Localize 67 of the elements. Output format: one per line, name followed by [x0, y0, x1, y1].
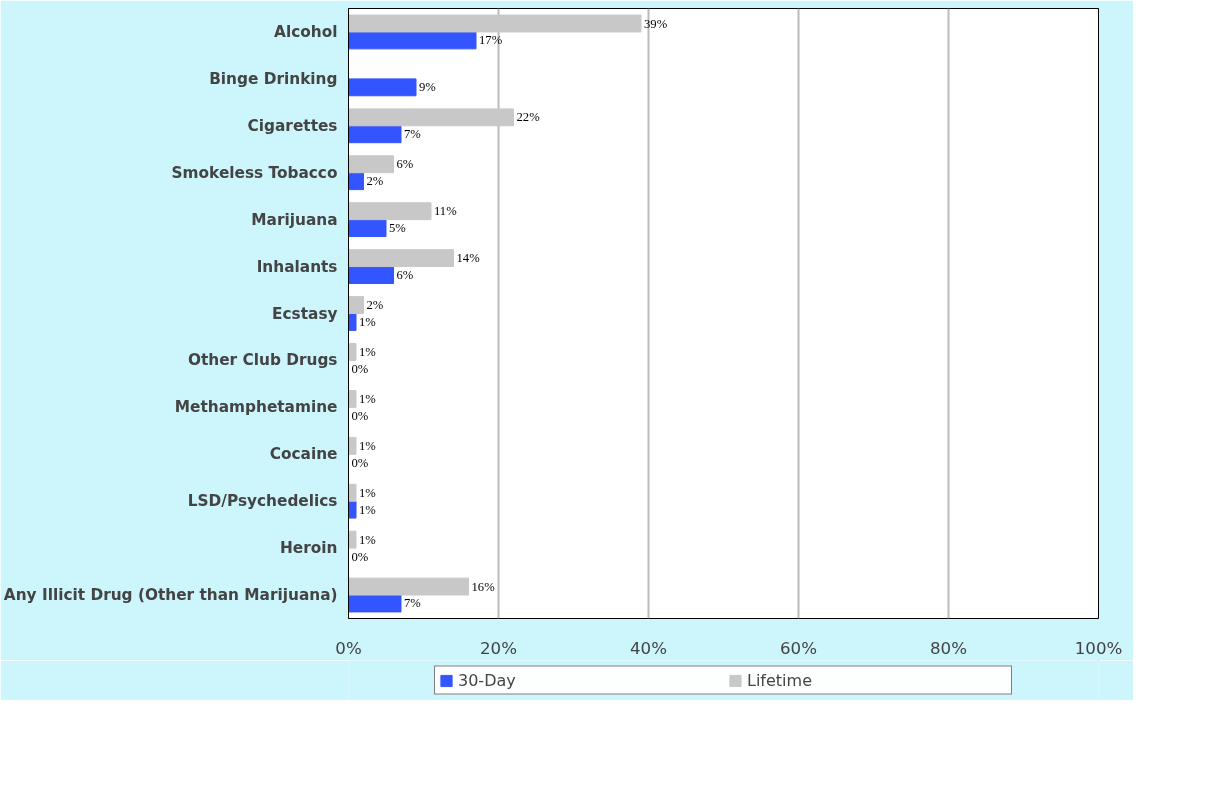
- data-label: 2%: [366, 298, 384, 313]
- bar: [348, 78, 417, 97]
- data-label: 7%: [404, 596, 422, 611]
- y-tick-label: Marijuana: [251, 210, 338, 229]
- data-label: 9%: [419, 80, 437, 95]
- bar: [348, 155, 394, 174]
- data-label: 17%: [479, 33, 503, 48]
- data-label: 39%: [644, 16, 668, 31]
- data-label: 1%: [359, 532, 377, 547]
- data-label: 1%: [359, 344, 377, 359]
- x-tick-label: 20%: [479, 638, 518, 658]
- y-tick-label: Cocaine: [269, 445, 338, 464]
- data-label: 2%: [366, 174, 384, 189]
- data-label: 16%: [471, 579, 496, 594]
- y-tick-label: Smokeless Tobacco: [171, 163, 338, 182]
- y-tick-label: Binge Drinking: [209, 69, 338, 88]
- bar: [348, 436, 357, 455]
- data-label: 1%: [359, 502, 377, 517]
- bar: [348, 266, 394, 284]
- y-tick-label: Any Illicit Drug (Other than Marijuana): [3, 586, 338, 605]
- data-label: 1%: [359, 314, 377, 329]
- x-tick-label: 100%: [1074, 638, 1123, 658]
- y-tick-label: Cigarettes: [247, 116, 338, 135]
- y-tick-label: Alcohol: [274, 22, 338, 41]
- y-tick-label: Inhalants: [256, 257, 338, 276]
- legend-label: 30-Day: [458, 670, 517, 690]
- y-tick-label: LSD/Psychedelics: [187, 492, 338, 511]
- bar: [348, 202, 432, 221]
- legend-label: Lifetime: [747, 670, 813, 690]
- bar: [348, 172, 364, 191]
- bar: [348, 249, 454, 268]
- data-label: 0%: [351, 361, 369, 376]
- x-tick-label: 40%: [629, 638, 668, 658]
- x-tick-label: 60%: [779, 638, 818, 658]
- bar: [348, 389, 357, 408]
- data-label: 1%: [359, 391, 377, 406]
- data-label: 14%: [456, 251, 481, 266]
- bar: [348, 594, 402, 613]
- bar: [348, 577, 469, 596]
- bar: [348, 313, 357, 331]
- data-label: 0%: [351, 549, 369, 564]
- data-label: 11%: [434, 204, 458, 219]
- data-label: 0%: [351, 408, 369, 423]
- bar: [348, 343, 357, 361]
- bar: [348, 108, 514, 127]
- x-tick-label: 80%: [929, 638, 968, 658]
- data-label: 1%: [359, 485, 377, 500]
- bar: [348, 14, 642, 33]
- data-label: 7%: [404, 127, 422, 142]
- data-label: 22%: [516, 110, 541, 125]
- y-tick-label: Heroin: [280, 539, 338, 558]
- bar: [348, 125, 402, 144]
- data-label: 5%: [389, 221, 407, 236]
- bar: [348, 31, 477, 50]
- data-label: 6%: [396, 157, 414, 172]
- y-tick-label: Ecstasy: [272, 304, 338, 323]
- y-tick-label: Methamphetamine: [174, 398, 338, 417]
- data-label: 6%: [396, 268, 414, 283]
- y-tick-label: Other Club Drugs: [187, 351, 338, 370]
- data-label: 1%: [359, 438, 377, 453]
- bar: [348, 500, 357, 519]
- x-tick-label: 0%: [335, 638, 362, 658]
- bar: [348, 530, 357, 549]
- data-label: 0%: [351, 455, 369, 470]
- bar: [348, 483, 357, 502]
- bar: [348, 219, 387, 238]
- bar: [348, 296, 364, 314]
